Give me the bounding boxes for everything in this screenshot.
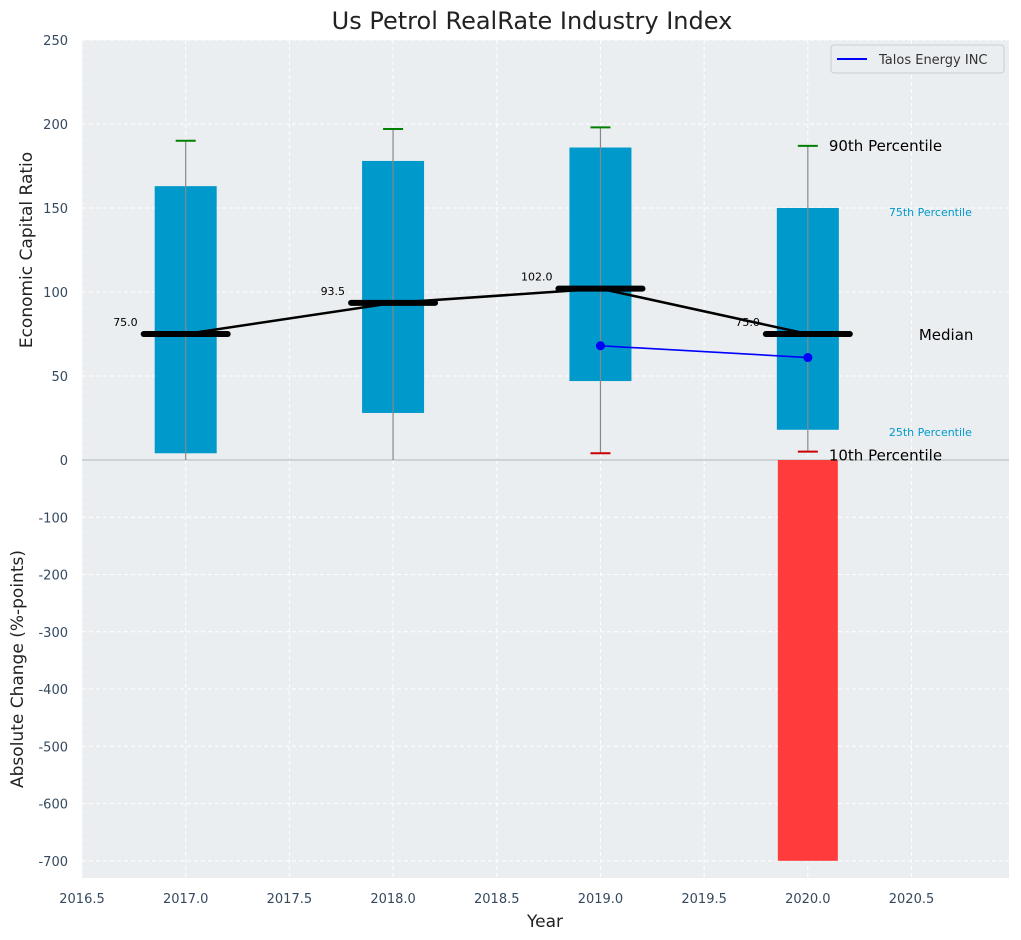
bottom-plot-area: [82, 460, 1009, 878]
legend-label-talos: Talos Energy INC: [878, 53, 988, 68]
bottom-y-tick-label: -200: [38, 569, 68, 584]
median-value-label: 75.0: [113, 316, 138, 329]
annotation-75th-percentile: 75th Percentile: [889, 206, 972, 219]
median-trend-line: [185, 287, 809, 336]
x-tick-label: 2017.5: [267, 892, 313, 907]
median-value-label: 93.5: [321, 285, 346, 298]
top-y-tick-label: 200: [43, 118, 68, 133]
x-tick-label: 2020.5: [889, 892, 935, 907]
bottom-y-tick-label: -300: [38, 626, 68, 641]
bottom-y-tick-label: -700: [38, 855, 68, 870]
top-y-axis-title: Economic Capital Ratio: [17, 152, 37, 348]
x-tick-label: 2019.5: [681, 892, 727, 907]
bottom-y-tick-label: -400: [38, 683, 68, 698]
top-plot-area: [82, 40, 1009, 460]
top-y-tick-label: 50: [51, 370, 68, 385]
change-bars-layer: [777, 460, 838, 861]
x-tick-label: 2019.0: [578, 892, 624, 907]
bottom-y-tick-label: -600: [38, 798, 68, 813]
annotation-median: Median: [919, 326, 974, 344]
annotation-90th-percentile: 90th Percentile: [829, 137, 942, 155]
x-tick-label: 2017.0: [163, 892, 209, 907]
bottom-y-tick-label: -100: [38, 511, 68, 526]
talos-point-2019: [595, 341, 605, 351]
change-bar-2020: [777, 460, 838, 861]
x-tick-label: 2018.5: [474, 892, 520, 907]
median-value-label: 102.0: [521, 271, 553, 284]
annotation-10th-percentile: 10th Percentile: [829, 447, 942, 465]
bottom-y-axis-title: Absolute Change (%-points): [8, 550, 28, 788]
top-y-tick-label: 100: [43, 286, 68, 301]
legend-box: [830, 44, 1005, 74]
annotation-25th-percentile: 25th Percentile: [889, 426, 972, 439]
chart-title: Us Petrol RealRate Industry Index: [332, 7, 733, 35]
ticks-layer: 2016.5 2017.0 2017.5 2018.0 2018.5 2019.0 2019…: [38, 34, 934, 907]
x-axis-title: Year: [526, 912, 563, 932]
bottom-y-tick-label: -500: [38, 740, 68, 755]
top-y-tick-label: 150: [43, 202, 68, 217]
legend: Talos Energy INC: [830, 44, 1005, 74]
bottom-y-tick-label: 0: [60, 454, 68, 469]
grid-layer: [81, 39, 1009, 878]
boxes-layer: [140, 126, 853, 460]
labels-layer: 75.0 93.5 102.0 75.0 90th Percentile 75th Per…: [113, 137, 973, 465]
talos-point-2020: [803, 353, 813, 363]
median-value-label: 75.0: [735, 316, 760, 329]
talos-series-line: [600, 344, 808, 359]
x-tick-label: 2020.0: [785, 892, 831, 907]
x-tick-label: 2016.5: [59, 892, 105, 907]
lines-layer: [185, 287, 813, 363]
top-y-tick-label: 250: [43, 34, 68, 49]
x-tick-label: 2018.0: [370, 892, 416, 907]
